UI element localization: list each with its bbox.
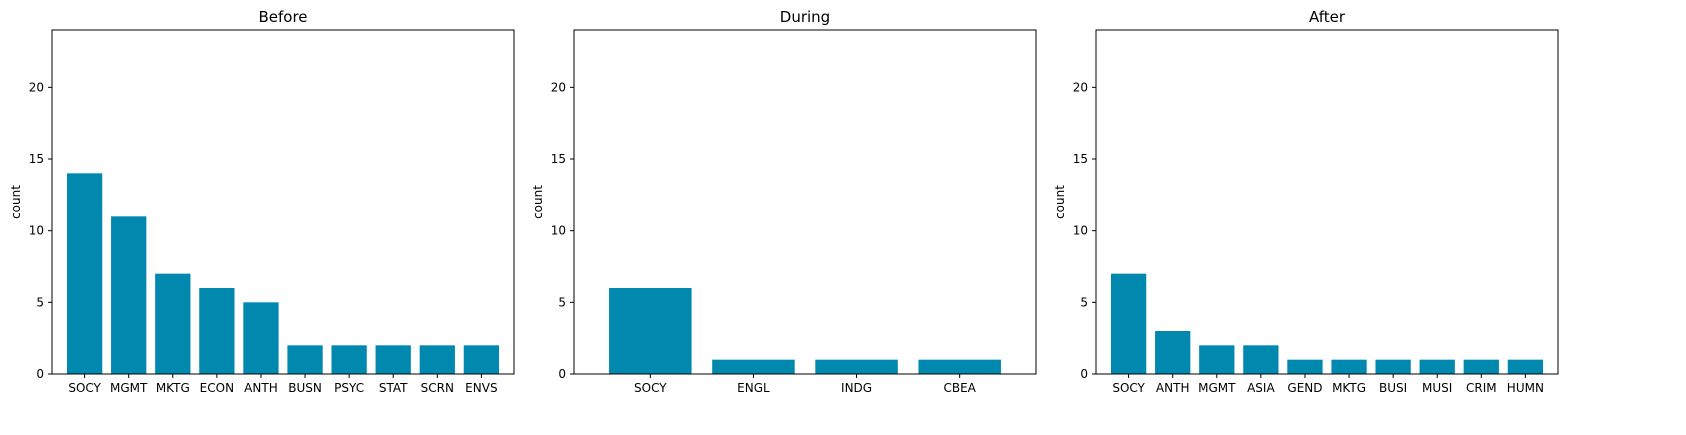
y-tick-label: 15 (1073, 152, 1088, 166)
bar-mgmt (1199, 345, 1235, 374)
y-tick-label: 5 (1080, 295, 1088, 309)
x-tick-label: SOCY (1112, 381, 1145, 395)
axes-frame (1095, 29, 1559, 375)
bar-anth (243, 302, 279, 374)
bar-crim (1463, 359, 1499, 374)
x-tick-label: ENVS (465, 381, 497, 395)
x-tick-label: CRIM (1466, 381, 1497, 395)
x-tick-label: INDG (841, 381, 872, 395)
bar-mktg (155, 273, 191, 374)
x-tick-label: SCRN (421, 381, 454, 395)
x-tick-label: MKTG (156, 381, 190, 395)
y-axis-label: count (1053, 185, 1067, 219)
y-tick-label: 10 (1073, 224, 1088, 238)
y-tick-label: 0 (1080, 367, 1088, 381)
x-tick-label: BUSI (1379, 381, 1407, 395)
bar-econ (199, 288, 235, 374)
bar-mgmt (111, 216, 147, 374)
x-tick-label: HUMN (1507, 381, 1544, 395)
x-tick-label: ANTH (244, 381, 278, 395)
y-tick-label: 5 (558, 295, 566, 309)
axes-frame (573, 29, 1037, 375)
x-tick-label: SOCY (68, 381, 101, 395)
bar-busn (287, 345, 323, 374)
bar-stat (375, 345, 411, 374)
x-tick-label: BUSN (288, 381, 322, 395)
bar-indg (815, 359, 898, 374)
bar-cbea (918, 359, 1001, 374)
bar-psyc (331, 345, 367, 374)
x-tick-label: MGMT (1198, 381, 1236, 395)
x-tick-label: ANTH (1156, 381, 1190, 395)
x-tick-label: CBEA (943, 381, 976, 395)
y-axis-label: count (9, 185, 23, 219)
x-tick-label: ASIA (1247, 381, 1275, 395)
bar-group (609, 288, 1001, 374)
y-tick-label: 0 (558, 367, 566, 381)
y-tick-label: 15 (29, 152, 44, 166)
tick-group: SOCY MGMT MKTG ECON ANTH BUSN PSYC STAT SCRN ENVS… (29, 80, 498, 395)
x-tick-label: STAT (379, 381, 408, 395)
y-tick-label: 20 (551, 80, 566, 94)
chart-title: After (1309, 8, 1346, 26)
x-tick-label: MUSI (1422, 381, 1452, 395)
bar-musi (1419, 359, 1455, 374)
bar-asia (1243, 345, 1279, 374)
bar-anth (1155, 331, 1191, 374)
chart-title: Before (258, 8, 307, 26)
y-tick-label: 15 (551, 152, 566, 166)
y-tick-label: 10 (29, 224, 44, 238)
panel-before: Before count SOCY MGMT MKTG ECON ANTH BUSN PSY… (9, 8, 515, 395)
y-tick-label: 0 (36, 367, 44, 381)
bar-engl (712, 359, 795, 374)
y-axis-label: count (531, 185, 545, 219)
bar-group (1110, 273, 1544, 374)
bar-socy (609, 288, 692, 374)
x-tick-label: ECON (200, 381, 234, 395)
bar-gend (1287, 359, 1323, 374)
bar-group (66, 173, 500, 374)
tick-group: SOCY ANTH MGMT ASIA GEND MKTG BUSI MUSI CRIM HUMN… (1073, 80, 1544, 395)
chart-title: During (780, 8, 830, 26)
bar-socy (66, 173, 103, 374)
bar-mktg (1331, 359, 1367, 374)
y-tick-label: 20 (29, 80, 44, 94)
tick-group: SOCY ENGL INDG CBEA 0 5 10 15 20 (551, 80, 977, 395)
bar-busi (1375, 359, 1411, 374)
x-tick-label: MKTG (1332, 381, 1366, 395)
bar-socy (1110, 273, 1147, 374)
panel-after: After count SOCY ANTH MGMT ASIA GEND MKTG BUSI… (1053, 8, 1559, 395)
bar-humn (1507, 359, 1544, 374)
bar-envs (463, 345, 500, 374)
x-tick-label: MGMT (110, 381, 148, 395)
x-tick-label: ENGL (737, 381, 770, 395)
x-tick-label: PSYC (334, 381, 364, 395)
bar-scrn (419, 345, 455, 374)
y-tick-label: 10 (551, 224, 566, 238)
panel-during: During count SOCY ENGL INDG CBEA 0 5 10 15 20 (531, 8, 1037, 395)
y-tick-label: 5 (36, 295, 44, 309)
axes-frame (51, 29, 515, 375)
y-tick-label: 20 (1073, 80, 1088, 94)
x-tick-label: SOCY (634, 381, 667, 395)
x-tick-label: GEND (1287, 381, 1322, 395)
